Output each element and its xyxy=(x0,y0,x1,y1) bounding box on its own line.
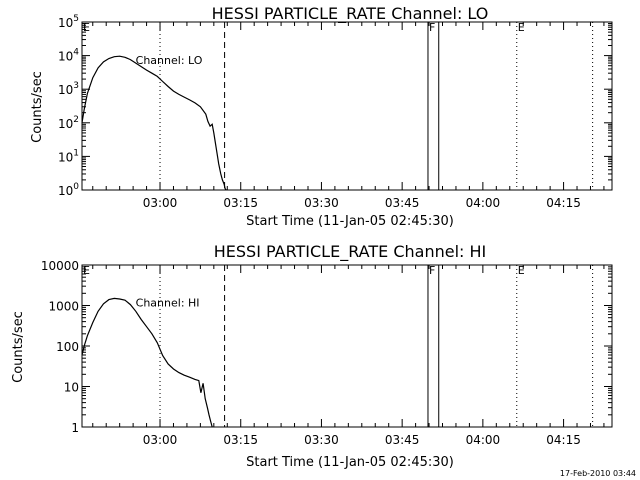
y-tick-label: 104 xyxy=(58,48,79,64)
x-tick-label: 03:00 xyxy=(143,433,178,447)
x-tick-label: 03:15 xyxy=(223,196,258,210)
tick-base: 10 xyxy=(58,150,73,164)
chart-title: HESSI PARTICLE_RATE Channel: LO xyxy=(212,4,489,24)
x-tick-label: 04:00 xyxy=(466,433,501,447)
y-axis-label: Counts/sec xyxy=(11,311,26,383)
plot-frame xyxy=(81,264,613,428)
tick-base: 10 xyxy=(58,117,73,131)
x-tick-label: 03:45 xyxy=(385,433,420,447)
tick-base: 10 xyxy=(58,184,73,198)
tick-exponent: 1 xyxy=(73,148,79,158)
marker-label: E xyxy=(83,21,90,34)
plot-frame xyxy=(81,21,613,191)
y-tick-label: 103 xyxy=(58,81,79,97)
legend-label: Channel: LO xyxy=(136,54,203,67)
footer-timestamp: 17-Feb-2010 03:44 xyxy=(560,469,636,478)
chart-title: HESSI PARTICLE_RATE Channel: HI xyxy=(214,242,487,262)
y-axis-label: Counts/sec xyxy=(30,71,45,143)
marker-label: E xyxy=(518,21,525,34)
marker-label: E xyxy=(518,264,525,277)
x-tick-label: 04:00 xyxy=(466,196,501,210)
y-tick-label: 1000 xyxy=(48,300,79,314)
tick-base: 10 xyxy=(58,83,73,97)
tick-exponent: 4 xyxy=(73,48,79,58)
marker-label: F xyxy=(429,21,435,34)
tick-base: 10 xyxy=(58,16,73,30)
tick-exponent: 5 xyxy=(73,14,79,24)
y-tick-label: 102 xyxy=(58,115,79,131)
y-tick-label: 100 xyxy=(56,340,79,354)
marker-label: E xyxy=(83,264,90,277)
tick-base: 10 xyxy=(58,50,73,64)
y-tick-label: 105 xyxy=(58,14,79,30)
tick-exponent: 3 xyxy=(73,81,79,91)
x-tick-label: 03:45 xyxy=(385,196,420,210)
series-line xyxy=(81,55,227,191)
x-tick-label: 04:15 xyxy=(546,433,581,447)
x-tick-label: 04:15 xyxy=(546,196,581,210)
x-tick-label: 03:30 xyxy=(304,433,339,447)
x-axis-label: Start Time (11-Jan-05 02:45:30) xyxy=(246,214,454,229)
panel-lo: HESSI PARTICLE_RATE Channel: LO Start Ti… xyxy=(30,4,613,229)
y-tick-label: 100 xyxy=(58,182,79,198)
x-axis-label: Start Time (11-Jan-05 02:45:30) xyxy=(246,455,454,470)
x-tick-label: 03:15 xyxy=(223,433,258,447)
x-tick-label: 03:30 xyxy=(304,196,339,210)
series-line xyxy=(81,297,213,428)
y-tick-label: 10000 xyxy=(41,259,79,273)
legend-label: Channel: HI xyxy=(136,296,200,309)
y-tick-label: 10 xyxy=(64,381,79,395)
tick-exponent: 0 xyxy=(73,182,79,192)
panel-hi: HESSI PARTICLE_RATE Channel: HI Start Ti… xyxy=(11,242,613,470)
x-tick-label: 03:00 xyxy=(143,196,178,210)
tick-exponent: 2 xyxy=(73,115,79,125)
y-tick-label: 101 xyxy=(58,148,79,164)
y-tick-label: 1 xyxy=(71,421,79,435)
marker-label: F xyxy=(429,264,435,277)
